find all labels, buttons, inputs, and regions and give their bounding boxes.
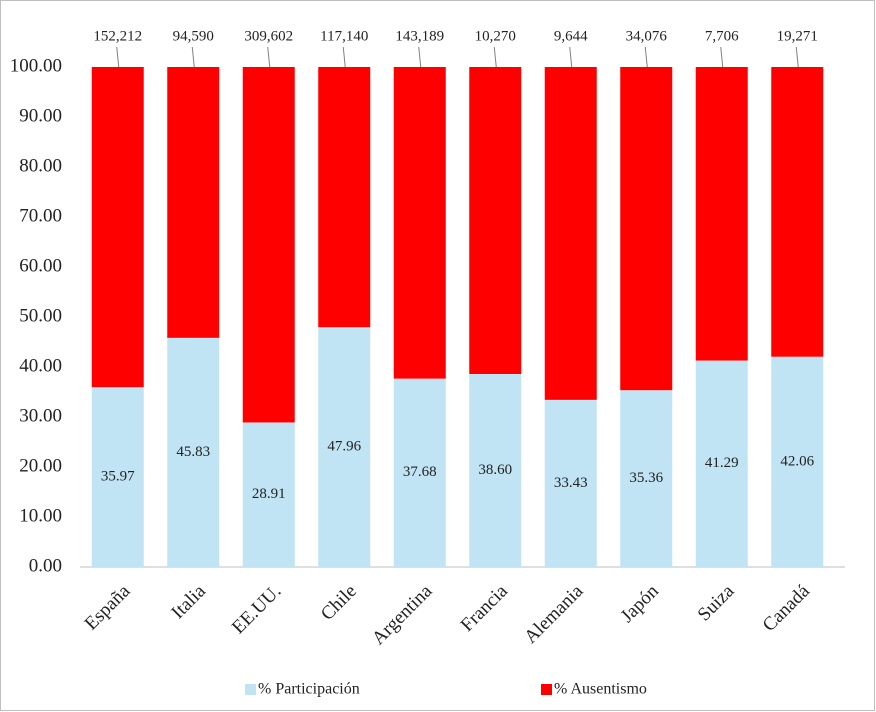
legend-label: % Participación (258, 681, 360, 698)
annotation: 143,189 (395, 28, 444, 44)
bar-segment (695, 360, 748, 567)
annotation: 309,602 (244, 28, 293, 44)
y-tick-label: 50.00 (19, 305, 62, 326)
leader-line (267, 46, 271, 68)
data-label: 41.29 (705, 455, 739, 471)
data-label: 37.68 (403, 464, 437, 480)
data-label: 33.43 (554, 475, 588, 491)
bar-segment (544, 399, 597, 567)
bar-segment (469, 67, 522, 374)
data-label: 38.60 (478, 462, 512, 478)
bar-segment (620, 390, 673, 567)
annotation: 10,270 (475, 28, 516, 44)
leader-line (493, 46, 497, 68)
data-label: 35.97 (101, 469, 135, 485)
legend-swatch (245, 684, 256, 695)
annotation: 9,644 (554, 28, 588, 44)
leader-line (569, 46, 573, 68)
bar-segment (393, 378, 446, 567)
annotation: 117,140 (320, 28, 368, 44)
y-tick-label: 0.00 (29, 555, 62, 576)
bar-segment (393, 67, 446, 379)
annotation: 7,706 (705, 28, 739, 44)
data-label: 28.91 (252, 486, 286, 502)
y-tick-label: 20.00 (19, 455, 62, 476)
data-label: 47.96 (327, 439, 361, 455)
bar-segment (771, 67, 824, 357)
y-tick-label: 70.00 (19, 205, 62, 226)
y-tick-label: 80.00 (19, 155, 62, 176)
leader-line (191, 46, 195, 68)
annotation: 152,212 (93, 28, 142, 44)
data-label: 45.83 (176, 444, 210, 460)
leader-line (342, 46, 346, 68)
legend-label: % Ausentismo (554, 681, 647, 698)
leader-line (418, 46, 422, 68)
data-label: 42.06 (780, 453, 814, 469)
bar-segment (318, 327, 371, 567)
bar-segment (620, 67, 673, 391)
y-tick-label: 100.00 (10, 55, 62, 76)
y-tick-label: 60.00 (19, 255, 62, 276)
leader-line (795, 46, 799, 68)
leader-line (720, 46, 724, 68)
bar-segment (695, 67, 748, 361)
bar-segment (242, 422, 295, 567)
y-tick-label: 10.00 (19, 505, 62, 526)
annotation: 34,076 (626, 28, 668, 44)
annotation: 19,271 (777, 28, 818, 44)
bar-segment (91, 387, 144, 567)
data-label: 35.36 (629, 470, 663, 486)
y-tick-label: 40.00 (19, 355, 62, 376)
bar-segment (167, 337, 220, 567)
y-tick-label: 30.00 (19, 405, 62, 426)
bar-segment (242, 67, 295, 423)
bar-segment (771, 356, 824, 567)
annotation: 94,590 (173, 28, 214, 44)
bar-segment (318, 67, 371, 328)
bar-segment (167, 67, 220, 338)
bar-segment (469, 374, 522, 567)
bar-segment (91, 67, 144, 388)
bar-segment (544, 67, 597, 400)
y-tick-label: 90.00 (19, 105, 62, 126)
leader-line (116, 46, 120, 68)
legend-swatch (541, 684, 552, 695)
leader-line (644, 46, 648, 68)
